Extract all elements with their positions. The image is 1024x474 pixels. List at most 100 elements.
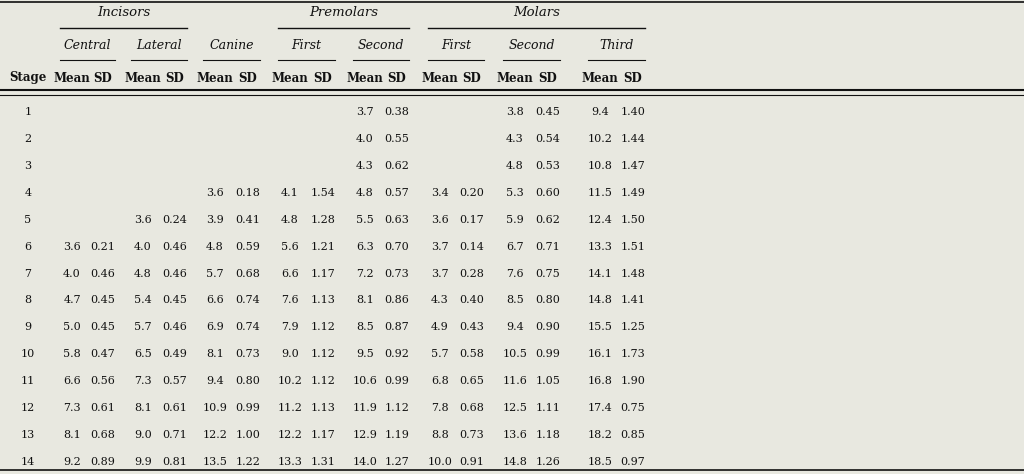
Text: 8.1: 8.1: [356, 295, 374, 305]
Text: 3.6: 3.6: [206, 188, 224, 198]
Text: Mean: Mean: [497, 72, 534, 84]
Text: 0.56: 0.56: [90, 376, 116, 386]
Text: Mean: Mean: [582, 72, 618, 84]
Text: Canine: Canine: [209, 38, 254, 52]
Text: 9.4: 9.4: [506, 322, 524, 332]
Text: 13.3: 13.3: [588, 242, 612, 252]
Text: 4.3: 4.3: [356, 161, 374, 171]
Text: 3.6: 3.6: [431, 215, 449, 225]
Text: 0.45: 0.45: [90, 295, 116, 305]
Text: 8.1: 8.1: [134, 403, 152, 413]
Text: 8.1: 8.1: [63, 430, 81, 440]
Text: 4.9: 4.9: [431, 322, 449, 332]
Text: 13.5: 13.5: [203, 457, 227, 467]
Text: 14.0: 14.0: [352, 457, 378, 467]
Text: 4: 4: [25, 188, 32, 198]
Text: Lateral: Lateral: [136, 38, 182, 52]
Text: 5.7: 5.7: [206, 269, 224, 279]
Text: 0.43: 0.43: [460, 322, 484, 332]
Text: 0.73: 0.73: [385, 269, 410, 279]
Text: 0.57: 0.57: [385, 188, 410, 198]
Text: 9.5: 9.5: [356, 349, 374, 359]
Text: 6.7: 6.7: [506, 242, 524, 252]
Text: Second: Second: [508, 38, 555, 52]
Text: 3.8: 3.8: [506, 107, 524, 117]
Text: 0.99: 0.99: [536, 349, 560, 359]
Text: 8.5: 8.5: [506, 295, 524, 305]
Text: 10.0: 10.0: [428, 457, 453, 467]
Text: 12.5: 12.5: [503, 403, 527, 413]
Text: 0.46: 0.46: [90, 269, 116, 279]
Text: SD: SD: [539, 72, 557, 84]
Text: 4.0: 4.0: [356, 134, 374, 144]
Text: 0.54: 0.54: [536, 134, 560, 144]
Text: 9.2: 9.2: [63, 457, 81, 467]
Text: 7.6: 7.6: [282, 295, 299, 305]
Text: 1.22: 1.22: [236, 457, 260, 467]
Text: 0.68: 0.68: [460, 403, 484, 413]
Text: 0.46: 0.46: [163, 269, 187, 279]
Text: 5.7: 5.7: [134, 322, 152, 332]
Text: 6.3: 6.3: [356, 242, 374, 252]
Text: 0.73: 0.73: [236, 349, 260, 359]
Text: 11.9: 11.9: [352, 403, 378, 413]
Text: 1.40: 1.40: [621, 107, 645, 117]
Text: 0.21: 0.21: [90, 242, 116, 252]
Text: 5.9: 5.9: [506, 215, 524, 225]
Text: 16.8: 16.8: [588, 376, 612, 386]
Text: 5.5: 5.5: [356, 215, 374, 225]
Text: 4.3: 4.3: [431, 295, 449, 305]
Text: Premolars: Premolars: [309, 6, 378, 18]
Text: Mean: Mean: [422, 72, 459, 84]
Text: 9.0: 9.0: [134, 430, 152, 440]
Text: 0.74: 0.74: [236, 322, 260, 332]
Text: 5.4: 5.4: [134, 295, 152, 305]
Text: 0.20: 0.20: [460, 188, 484, 198]
Text: 0.99: 0.99: [385, 376, 410, 386]
Text: Incisors: Incisors: [97, 6, 151, 18]
Text: 5.6: 5.6: [282, 242, 299, 252]
Text: 1.19: 1.19: [385, 430, 410, 440]
Text: 1.27: 1.27: [385, 457, 410, 467]
Text: 0.53: 0.53: [536, 161, 560, 171]
Text: Second: Second: [357, 38, 404, 52]
Text: 8.8: 8.8: [431, 430, 449, 440]
Text: 11: 11: [20, 376, 35, 386]
Text: 18.2: 18.2: [588, 430, 612, 440]
Text: SD: SD: [624, 72, 642, 84]
Text: 12.2: 12.2: [278, 430, 302, 440]
Text: 5.0: 5.0: [63, 322, 81, 332]
Text: SD: SD: [313, 72, 333, 84]
Text: 0.80: 0.80: [536, 295, 560, 305]
Text: 0.62: 0.62: [536, 215, 560, 225]
Text: SD: SD: [463, 72, 481, 84]
Text: 1.50: 1.50: [621, 215, 645, 225]
Text: 15.5: 15.5: [588, 322, 612, 332]
Text: 5: 5: [25, 215, 32, 225]
Text: 0.58: 0.58: [460, 349, 484, 359]
Text: 1.44: 1.44: [621, 134, 645, 144]
Text: 11.6: 11.6: [503, 376, 527, 386]
Text: SD: SD: [239, 72, 257, 84]
Text: 0.61: 0.61: [90, 403, 116, 413]
Text: 8.1: 8.1: [206, 349, 224, 359]
Text: 5.3: 5.3: [506, 188, 524, 198]
Text: 0.75: 0.75: [621, 403, 645, 413]
Text: 12.9: 12.9: [352, 430, 378, 440]
Text: 0.68: 0.68: [90, 430, 116, 440]
Text: 3.6: 3.6: [63, 242, 81, 252]
Text: 1.12: 1.12: [385, 403, 410, 413]
Text: 14.8: 14.8: [588, 295, 612, 305]
Text: 16.1: 16.1: [588, 349, 612, 359]
Text: 3: 3: [25, 161, 32, 171]
Text: 1.28: 1.28: [310, 215, 336, 225]
Text: 0.45: 0.45: [163, 295, 187, 305]
Text: 6.6: 6.6: [282, 269, 299, 279]
Text: 2: 2: [25, 134, 32, 144]
Text: 0.40: 0.40: [460, 295, 484, 305]
Text: 1.11: 1.11: [536, 403, 560, 413]
Text: 1.90: 1.90: [621, 376, 645, 386]
Text: 0.68: 0.68: [236, 269, 260, 279]
Text: 8.5: 8.5: [356, 322, 374, 332]
Text: 1.13: 1.13: [310, 403, 336, 413]
